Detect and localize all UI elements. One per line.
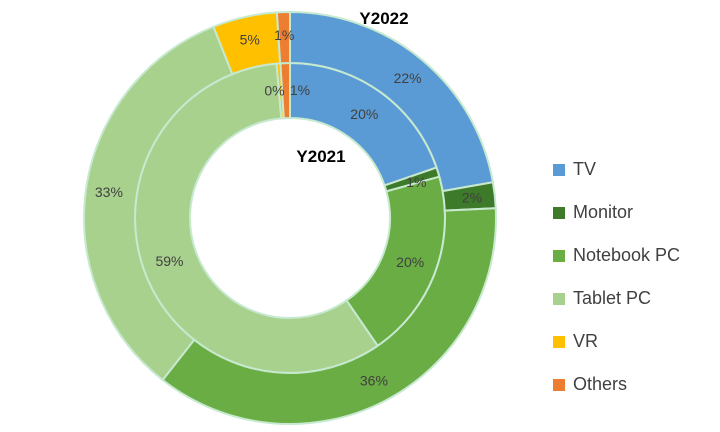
legend-item-vr: VR <box>553 320 713 363</box>
legend-swatch-others <box>553 378 565 391</box>
outer-ring-y2022 <box>83 10 497 425</box>
legend-label-tablet-pc: Tablet PC <box>573 288 652 308</box>
data-label-inner-tablet-pc: 59% <box>155 253 183 269</box>
legend-label-notebook-pc: Notebook PC <box>573 245 681 265</box>
legend-swatch-monitor <box>553 206 565 219</box>
legend-swatch-notebook-pc <box>553 249 565 262</box>
data-label-outer-tablet-pc: 33% <box>95 184 123 200</box>
legend-item-monitor: Monitor <box>553 191 713 234</box>
data-label-inner-vr: 0% <box>264 82 284 98</box>
legend-label-vr: VR <box>573 331 599 351</box>
inner-ring-y2021 <box>134 61 446 374</box>
slice-outer-tablet-pc <box>83 25 234 382</box>
data-label-outer-others: 1% <box>274 27 294 43</box>
data-labels: 20% 1% 20% 59% 0% 1% 22% 2% 36% 33% 5% 1% <box>95 27 482 389</box>
data-label-outer-tv: 22% <box>394 70 422 86</box>
data-label-outer-monitor: 2% <box>462 190 482 206</box>
legend-label-others: Others <box>573 374 628 394</box>
slice-outer-notebook-pc <box>161 207 497 425</box>
legend-item-tv: TV <box>553 148 713 191</box>
data-label-inner-others: 1% <box>290 82 310 98</box>
legend-swatch-tv <box>553 163 565 176</box>
legend-item-others: Others <box>553 363 713 406</box>
legend-label-monitor: Monitor <box>573 202 634 222</box>
slice-outer-others <box>275 10 291 65</box>
ring-label-y2021: Y2021 <box>296 147 345 166</box>
legend-item-tablet-pc: Tablet PC <box>553 277 713 320</box>
legend-label-tv: TV <box>573 159 597 179</box>
legend-swatch-tablet-pc <box>553 292 565 305</box>
legend-item-notebook-pc: Notebook PC <box>553 234 713 277</box>
data-label-outer-vr: 5% <box>240 32 260 48</box>
ring-label-y2022: Y2022 <box>359 9 408 28</box>
data-label-inner-tv: 20% <box>350 106 378 122</box>
data-label-inner-notebook-pc: 20% <box>396 254 424 270</box>
legend-swatch-vr <box>553 335 565 348</box>
data-label-inner-monitor: 1% <box>406 174 426 190</box>
data-label-outer-notebook-pc: 36% <box>360 373 388 389</box>
legend: TV Monitor Notebook PC Tablet PC VR Othe… <box>553 148 713 406</box>
